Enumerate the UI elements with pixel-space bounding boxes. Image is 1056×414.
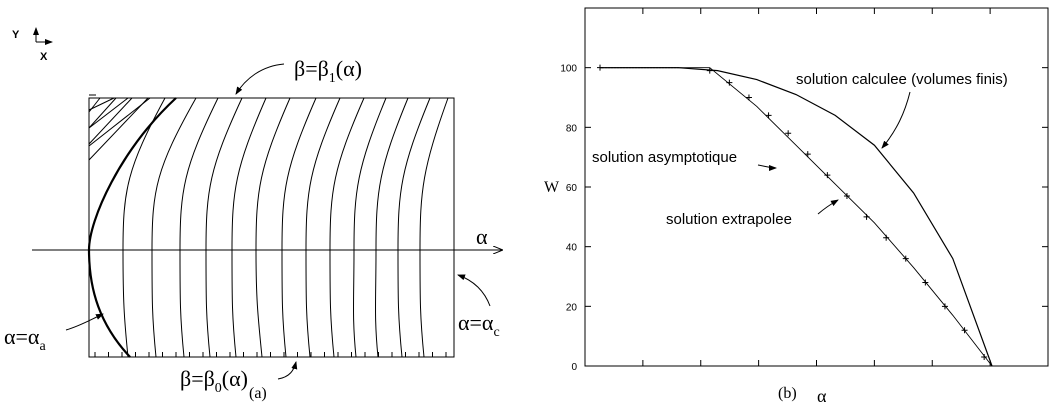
coordinate-curve bbox=[255, 97, 291, 358]
corner-hatch bbox=[88, 97, 117, 129]
svg-text:α=αc: α=αc bbox=[458, 310, 500, 340]
coordinate-curve bbox=[329, 97, 365, 358]
plateau-dot bbox=[635, 67, 637, 69]
y-axis-label: Y bbox=[12, 29, 20, 41]
plateau-dot bbox=[653, 67, 655, 69]
plateau-dot bbox=[674, 67, 676, 69]
x-axis-title: α bbox=[817, 386, 827, 406]
extrapolee-marker bbox=[883, 234, 890, 241]
extrapolee-marker bbox=[941, 303, 948, 310]
plateau-dot bbox=[647, 67, 649, 69]
coordinate-curve bbox=[179, 97, 219, 358]
plateau-dot bbox=[620, 67, 622, 69]
xy-axes-icon: Y X bbox=[12, 27, 53, 63]
y-axis-ticks: 0 20 40 60 80 100 bbox=[560, 64, 1048, 373]
panel-b-caption: (b) bbox=[778, 385, 797, 402]
coordinate-curve bbox=[281, 97, 317, 358]
plateau-dot bbox=[632, 67, 634, 69]
coordinate-curve bbox=[231, 97, 267, 358]
y-axis-title: W bbox=[544, 179, 560, 196]
corner-curve bbox=[88, 97, 115, 111]
annotation-volumes-finis: solution calculee (volumes finis) bbox=[796, 71, 1008, 88]
plateau-dot bbox=[671, 67, 673, 69]
corner-hatch bbox=[88, 97, 101, 113]
plateau-dot bbox=[656, 67, 658, 69]
top-boundary-label: β=β1(α) bbox=[235, 56, 362, 95]
plateau-dot bbox=[650, 67, 652, 69]
extrapolee-marker bbox=[726, 79, 733, 86]
panel-a-figure: Y X α β=β1(α) β=β0(α) α=αa bbox=[4, 27, 520, 396]
x-axis-label: X bbox=[40, 51, 48, 63]
extrapolee-marker bbox=[785, 130, 792, 137]
svg-text:α=αa: α=αa bbox=[4, 324, 46, 354]
start-marker bbox=[597, 64, 603, 71]
extrapolee-marker bbox=[765, 112, 772, 119]
plot-frame bbox=[584, 7, 1049, 367]
coordinate-curve bbox=[397, 97, 431, 358]
coordinate-curve bbox=[419, 97, 449, 358]
svg-text:β=β0(α): β=β0(α) bbox=[180, 366, 248, 396]
plateau-dot bbox=[641, 67, 643, 69]
plateau-dot bbox=[629, 67, 631, 69]
corner-hatch bbox=[88, 97, 133, 145]
plateau-dot bbox=[626, 67, 628, 69]
extrapolee-marker bbox=[843, 192, 850, 199]
panel-a: Y X α β=β1(α) β=β0(α) α=αa bbox=[0, 0, 520, 409]
coordinate-curve bbox=[353, 97, 387, 358]
series-volumes-finis bbox=[600, 67, 993, 367]
series-layer bbox=[597, 64, 993, 367]
plateau-dot bbox=[638, 67, 640, 69]
coordinate-curve bbox=[122, 97, 166, 358]
corner-hatch bbox=[88, 97, 149, 161]
extrapolee-marker bbox=[961, 327, 968, 334]
extrapolee-marker bbox=[922, 279, 929, 286]
extrapolee-marker bbox=[863, 213, 870, 220]
plateau-dot bbox=[617, 67, 619, 69]
plateau-dot bbox=[614, 67, 616, 69]
coordinate-curve bbox=[375, 97, 409, 358]
plateau-dot bbox=[611, 67, 613, 69]
panel-b: 0 20 40 60 80 100 W α solution calculee (volu… bbox=[520, 0, 1056, 409]
alpha-a-curve bbox=[87, 97, 177, 358]
extrapolee-marker bbox=[824, 172, 831, 179]
y-tick-label: 40 bbox=[566, 243, 578, 254]
svg-text:β=β1(α): β=β1(α) bbox=[294, 56, 362, 86]
x-axis-ticks bbox=[642, 8, 1049, 366]
panel-b-chart: 0 20 40 60 80 100 W α solution calculee (volu… bbox=[544, 7, 1049, 406]
corner-curve bbox=[88, 97, 129, 129]
plateau-dot bbox=[659, 67, 661, 69]
plateau-dot bbox=[668, 67, 670, 69]
coordinate-curves bbox=[88, 97, 449, 358]
coordinate-curve bbox=[205, 97, 243, 358]
extrapolee-marker bbox=[902, 255, 909, 262]
y-tick-label: 100 bbox=[560, 64, 577, 75]
coordinate-curve bbox=[305, 97, 341, 358]
extrapolee-marker bbox=[804, 151, 811, 158]
domain-rectangle bbox=[88, 97, 455, 358]
coordinate-curve bbox=[151, 97, 197, 358]
extrapolee-marker bbox=[706, 67, 713, 74]
y-tick-label: 0 bbox=[571, 362, 577, 373]
plateau-dot bbox=[623, 67, 625, 69]
y-tick-label: 20 bbox=[566, 302, 578, 313]
plateau-dot bbox=[662, 67, 664, 69]
y-tick-label: 80 bbox=[566, 123, 578, 134]
panel-a-caption: (a) bbox=[249, 385, 267, 402]
annotation-extrapolee: solution extrapolee bbox=[666, 211, 792, 228]
plateau-dot bbox=[605, 67, 607, 69]
plateau-dot bbox=[665, 67, 667, 69]
alpha-axis-label: α bbox=[476, 224, 488, 249]
extrapolee-marker bbox=[981, 354, 988, 361]
bottom-boundary-label: β=β0(α) bbox=[180, 361, 298, 396]
annotation-asymptotique: solution asymptotique bbox=[592, 149, 737, 166]
series-asymptotique bbox=[600, 67, 993, 367]
plateau-dot bbox=[608, 67, 610, 69]
extrapolee-marker bbox=[745, 94, 752, 101]
right-curve-label: α=αc bbox=[457, 274, 500, 340]
plateau-dot bbox=[644, 67, 646, 69]
y-tick-label: 60 bbox=[566, 183, 578, 194]
left-curve-label: α=αa bbox=[4, 313, 104, 354]
plateau-dot bbox=[677, 67, 679, 69]
boundary-ticks bbox=[94, 352, 447, 357]
